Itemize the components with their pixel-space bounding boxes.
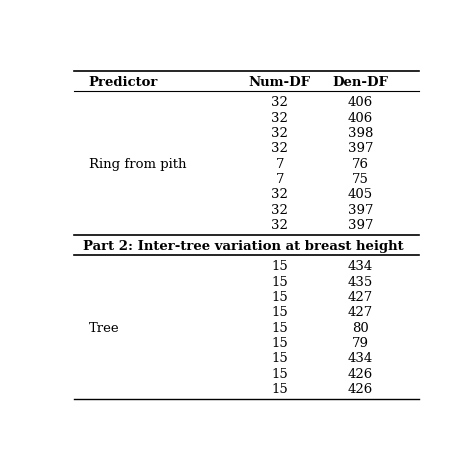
Text: 426: 426 (348, 368, 373, 381)
Text: 15: 15 (271, 337, 288, 350)
Text: 398: 398 (348, 127, 373, 140)
Text: 406: 406 (348, 96, 373, 109)
Text: 434: 434 (348, 352, 373, 365)
Text: 15: 15 (271, 368, 288, 381)
Text: 79: 79 (352, 337, 369, 350)
Text: 32: 32 (271, 188, 288, 201)
Text: 397: 397 (348, 204, 373, 217)
Text: 15: 15 (271, 291, 288, 304)
Text: 15: 15 (271, 260, 288, 273)
Text: 406: 406 (348, 112, 373, 125)
Text: 32: 32 (271, 204, 288, 217)
Text: 15: 15 (271, 306, 288, 319)
Text: 397: 397 (348, 142, 373, 155)
Text: Predictor: Predictor (89, 76, 158, 90)
Text: 434: 434 (348, 260, 373, 273)
Text: 7: 7 (275, 158, 284, 171)
Text: 32: 32 (271, 96, 288, 109)
Text: 15: 15 (271, 322, 288, 335)
Text: 76: 76 (352, 158, 369, 171)
Text: Ring from pith: Ring from pith (89, 158, 186, 171)
Text: 15: 15 (271, 276, 288, 289)
Text: 32: 32 (271, 142, 288, 155)
Text: 435: 435 (348, 276, 373, 289)
Text: 405: 405 (348, 188, 373, 201)
Text: 32: 32 (271, 219, 288, 232)
Text: 80: 80 (352, 322, 369, 335)
Text: 427: 427 (348, 306, 373, 319)
Text: 75: 75 (352, 173, 369, 186)
Text: 7: 7 (275, 173, 284, 186)
Text: Num-DF: Num-DF (249, 76, 310, 90)
Text: 15: 15 (271, 383, 288, 396)
Text: 32: 32 (271, 112, 288, 125)
Text: 15: 15 (271, 352, 288, 365)
Text: Den-DF: Den-DF (333, 76, 388, 90)
Text: Part 2: Inter-tree variation at breast height: Part 2: Inter-tree variation at breast h… (82, 240, 403, 253)
Text: Tree: Tree (89, 322, 119, 335)
Text: 32: 32 (271, 127, 288, 140)
Text: 397: 397 (348, 219, 373, 232)
Text: 427: 427 (348, 291, 373, 304)
Text: 426: 426 (348, 383, 373, 396)
